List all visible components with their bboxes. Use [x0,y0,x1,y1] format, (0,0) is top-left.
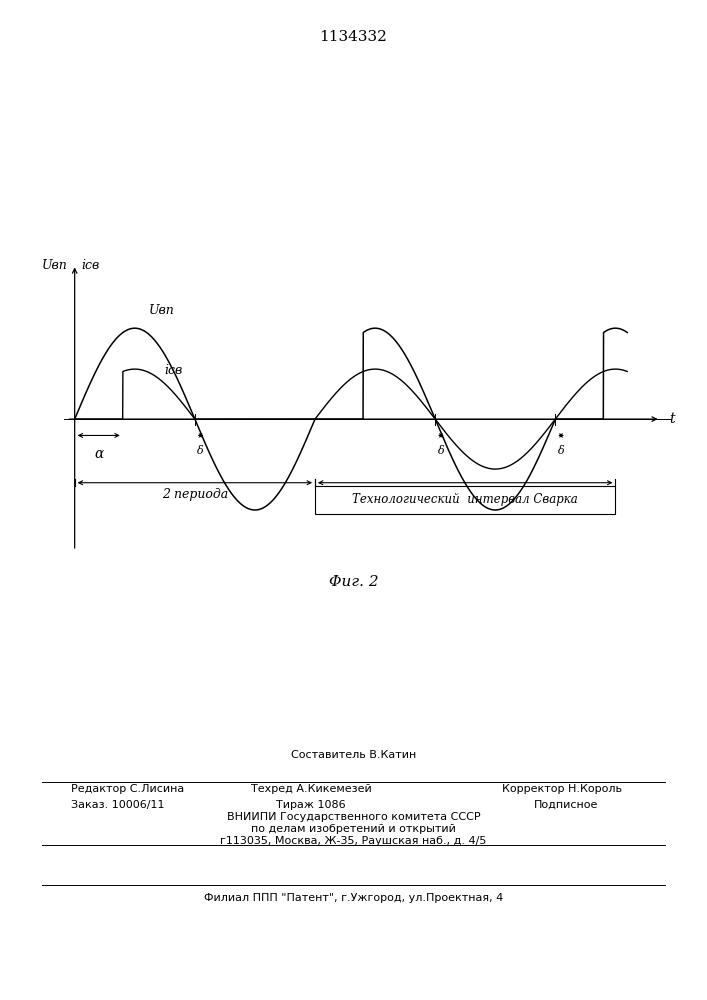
Text: δ: δ [438,446,444,456]
Text: Тираж 1086: Тираж 1086 [276,800,346,810]
Text: δ: δ [197,446,204,456]
Text: Φиг. 2: Φиг. 2 [329,575,378,589]
Text: α: α [94,447,103,461]
Text: Uвп: Uвп [148,304,175,317]
Text: Технологический  интервал Сварка: Технологический интервал Сварка [352,493,578,506]
Text: Филиал ППП "Патент", г.Ужгород, ул.Проектная, 4: Филиал ППП "Патент", г.Ужгород, ул.Проек… [204,893,503,903]
Text: iсв: iсв [81,259,100,272]
Text: ВНИИПИ Государственного комитета СССР: ВНИИПИ Государственного комитета СССР [227,812,480,822]
Text: iсв: iсв [164,364,182,377]
Text: г113035, Москва, Ж-35, Раушская наб., д. 4/5: г113035, Москва, Ж-35, Раушская наб., д.… [221,836,486,846]
Text: Техред А.Кикемезей: Техред А.Кикемезей [251,784,371,794]
Bar [315,486,615,514]
Text: Заказ. 10006/11: Заказ. 10006/11 [71,800,164,810]
Text: t: t [669,412,674,426]
Text: Uвп: Uвп [42,259,68,272]
Text: 1134332: 1134332 [320,30,387,44]
Text: Составитель В.Катин: Составитель В.Катин [291,750,416,760]
Text: 2 периода: 2 периода [162,488,228,501]
Text: Подписное: Подписное [533,800,598,810]
Text: Корректор Н.Король: Корректор Н.Король [502,784,622,794]
Text: Редактор С.Лисина: Редактор С.Лисина [71,784,184,794]
Text: δ: δ [558,446,564,456]
Text: по делам изобретений и открытий: по делам изобретений и открытий [251,824,456,834]
